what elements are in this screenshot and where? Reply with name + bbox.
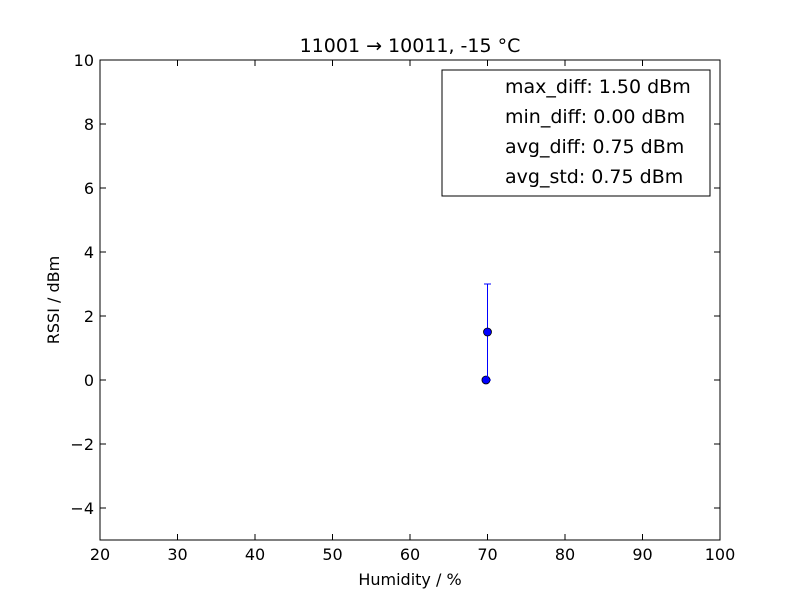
- y-tick-label: 0: [84, 371, 94, 390]
- x-tick-label: 30: [167, 545, 187, 564]
- y-tick-label: 4: [84, 243, 94, 262]
- y-tick-label: 6: [84, 179, 94, 198]
- y-axis-label: RSSI / dBm: [44, 256, 63, 344]
- y-tick-label: 2: [84, 307, 94, 326]
- legend-entry: avg_std: 0.75 dBm: [505, 166, 683, 188]
- x-axis-label: Humidity / %: [358, 570, 461, 589]
- x-tick-label: 20: [90, 545, 110, 564]
- x-tick-label: 70: [477, 545, 497, 564]
- x-tick-label: 40: [245, 545, 265, 564]
- legend-entry: max_diff: 1.50 dBm: [505, 76, 691, 98]
- y-tick-label: 8: [84, 115, 94, 134]
- x-tick-label: 100: [705, 545, 736, 564]
- data-marks: [481, 283, 492, 385]
- x-tick-label: 60: [400, 545, 420, 564]
- x-tick-label: 80: [555, 545, 575, 564]
- y-tick-label: 10: [74, 51, 94, 70]
- legend-entry: min_diff: 0.00 dBm: [505, 106, 685, 128]
- y-tick-label: −2: [70, 435, 94, 454]
- y-tick-label: −4: [70, 499, 94, 518]
- legend-box: [441, 69, 711, 197]
- axis-ticks: 20 30 40 50 60 70 80 90 100 −4 −2 0 2 4 6 8 10: [70, 51, 735, 564]
- chart-title: 11001 → 10011, -15 °C: [300, 35, 521, 57]
- legend: max_diff: 1.50 dBm min_diff: 0.00 dBm avg_…: [441, 69, 711, 197]
- legend-entry: avg_diff: 0.75 dBm: [505, 136, 684, 158]
- x-tick-label: 90: [632, 545, 652, 564]
- data-point: [483, 327, 492, 337]
- x-tick-label: 50: [322, 545, 342, 564]
